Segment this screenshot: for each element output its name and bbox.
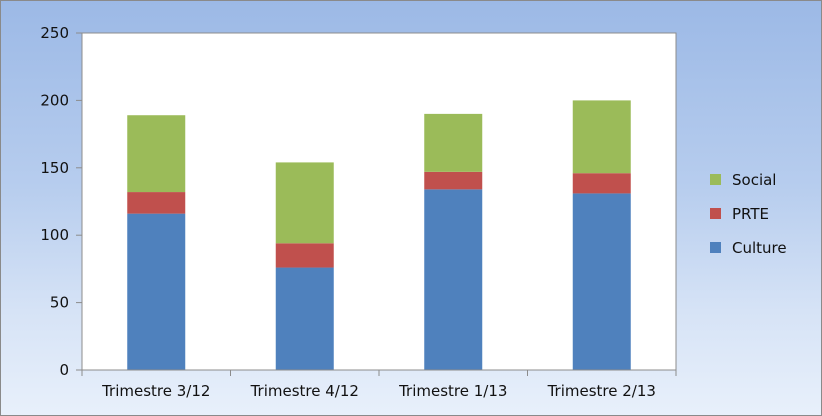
bar-prte (572, 173, 631, 194)
bar-culture (127, 213, 186, 370)
bar-social (275, 162, 334, 244)
y-tick-label: 150 (40, 159, 69, 177)
bar-culture (275, 267, 334, 370)
legend-swatch-prte (710, 208, 721, 219)
bars-layer (127, 100, 631, 370)
bar-culture (572, 193, 631, 370)
bar-social (572, 100, 631, 174)
y-tick-label: 50 (50, 294, 69, 312)
legend-label-culture: Culture (732, 239, 787, 257)
bar-prte (275, 243, 334, 268)
axes-layer: 0 50 100 150 200 250 Trimestre 3/12 Trimestre 4… (40, 24, 677, 400)
legend-label-prte: PRTE (732, 205, 769, 223)
y-tick-label: 100 (40, 226, 69, 244)
y-tick-label: 0 (59, 361, 69, 379)
x-tick-label: Trimestre 2/13 (547, 382, 656, 400)
bar-prte (424, 171, 483, 190)
legend-label-social: Social (732, 171, 776, 189)
bar-social (127, 115, 186, 193)
y-tick-label: 250 (40, 24, 69, 42)
bar-social (424, 113, 483, 172)
legend: Social PRTE Culture (710, 171, 787, 257)
y-tick-label: 200 (40, 91, 69, 109)
x-tick-label: Trimestre 4/12 (250, 382, 359, 400)
legend-swatch-culture (710, 242, 721, 253)
x-tick-label: Trimestre 1/13 (398, 382, 507, 400)
x-tick-label: Trimestre 3/12 (101, 382, 210, 400)
bar-prte (127, 192, 186, 214)
legend-swatch-social (710, 174, 721, 185)
bar-culture (424, 189, 483, 370)
